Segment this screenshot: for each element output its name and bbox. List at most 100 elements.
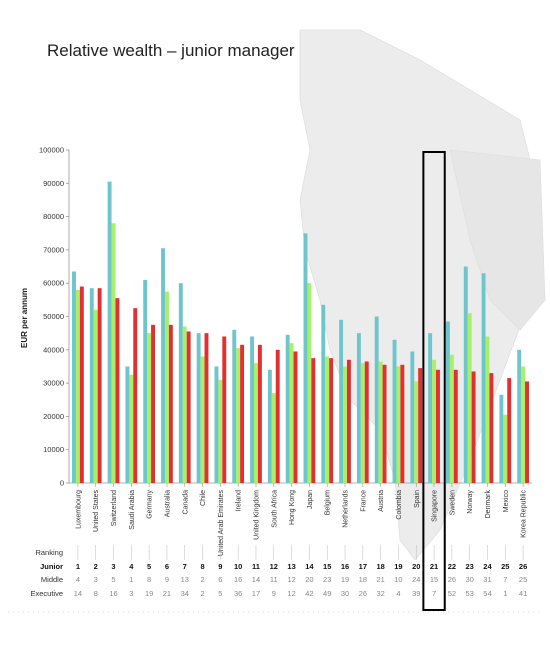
middle-rank-value: 10 bbox=[394, 575, 402, 584]
executive-rank-value: 4 bbox=[396, 589, 400, 598]
junior-rank-value: 7 bbox=[183, 562, 187, 571]
middle-rank-value: 7 bbox=[503, 575, 507, 584]
category-label: Chile bbox=[200, 490, 207, 506]
bar-austria-s2 bbox=[378, 361, 383, 483]
category-labels: Luxembourg United States Switzerland Saudi … bbox=[75, 483, 528, 560]
middle-rank-value: 31 bbox=[483, 575, 491, 584]
bar-canada-s1 bbox=[178, 283, 183, 483]
bar-sweden-s1 bbox=[445, 321, 450, 483]
y-tick-label: 30000 bbox=[43, 379, 64, 388]
bar-spain-s1 bbox=[410, 351, 415, 483]
category-label: South Africa bbox=[271, 490, 278, 528]
executive-rank-value: 7 bbox=[432, 589, 436, 598]
bar-denmark-s2 bbox=[485, 336, 490, 483]
category-label: Belgium bbox=[325, 490, 332, 515]
bar-luxembourg-s3 bbox=[79, 286, 84, 483]
middle-rank-value: 11 bbox=[270, 575, 278, 584]
bar-austria-s3 bbox=[382, 364, 387, 483]
category-label: Canada bbox=[182, 490, 189, 515]
row-label-executive: Executive bbox=[30, 589, 63, 598]
junior-rank-value: 3 bbox=[111, 562, 115, 571]
junior-rank-value: 17 bbox=[359, 562, 367, 571]
bar-austria-s1 bbox=[374, 316, 379, 483]
y-tick-label: 80000 bbox=[43, 212, 64, 221]
middle-rank-value: 12 bbox=[287, 575, 295, 584]
y-tick-label: 40000 bbox=[43, 345, 64, 354]
junior-rank-value: 14 bbox=[305, 562, 314, 571]
middle-rank-value: 6 bbox=[218, 575, 222, 584]
bar-united-arab-emirates-s2 bbox=[218, 379, 223, 483]
category-label: United Kingdom bbox=[253, 490, 260, 540]
bar-mexico-s3 bbox=[507, 378, 512, 483]
executive-rank-value: 42 bbox=[305, 589, 313, 598]
bar-netherlands-s3 bbox=[346, 359, 351, 483]
bar-switzerland-s3 bbox=[115, 298, 120, 483]
bar-canada-s3 bbox=[186, 331, 191, 483]
executive-rank-value: 36 bbox=[234, 589, 242, 598]
bar-hong-kong-s3 bbox=[293, 351, 298, 483]
bar-united-kingdom-s3 bbox=[257, 344, 262, 483]
bar-colombia-s1 bbox=[392, 339, 397, 483]
bar-canada-s2 bbox=[182, 326, 187, 483]
executive-rank-value: 30 bbox=[341, 589, 349, 598]
junior-rank-value: 13 bbox=[287, 562, 295, 571]
executive-rank-value: 17 bbox=[252, 589, 260, 598]
bar-norway-s2 bbox=[467, 313, 472, 483]
bar-colombia-s2 bbox=[396, 366, 401, 483]
bar-united-states-s2 bbox=[93, 309, 98, 483]
middle-rank-value: 16 bbox=[234, 575, 242, 584]
executive-rank-value: 5 bbox=[218, 589, 222, 598]
executive-rank-value: 16 bbox=[109, 589, 117, 598]
y-tick-label: 0 bbox=[60, 479, 64, 488]
bar-singapore-s2 bbox=[432, 359, 437, 483]
middle-rank-value: 13 bbox=[181, 575, 189, 584]
bar-chile-s2 bbox=[200, 356, 205, 483]
category-label: Austria bbox=[378, 490, 385, 512]
bar-chile-s1 bbox=[196, 333, 201, 483]
bar-belgium-s2 bbox=[325, 356, 330, 483]
executive-rank-value: 21 bbox=[163, 589, 171, 598]
y-tick-label: 10000 bbox=[43, 445, 64, 454]
bar-belgium-s3 bbox=[329, 358, 334, 484]
bar-switzerland-s2 bbox=[111, 223, 116, 483]
category-label: Korea Republic bbox=[521, 490, 528, 538]
row-label-middle: Middle bbox=[41, 575, 63, 584]
y-tick-label: 50000 bbox=[43, 312, 64, 321]
bar-australia-s1 bbox=[161, 248, 165, 483]
junior-rank-value: 10 bbox=[234, 562, 242, 571]
bar-singapore-s3 bbox=[436, 369, 440, 483]
y-axis-label: EUR per annum bbox=[20, 288, 29, 348]
middle-rank-value: 30 bbox=[465, 575, 473, 584]
category-label: Switzerland bbox=[111, 490, 118, 526]
bar-spain-s3 bbox=[418, 368, 423, 483]
bar-norway-s3 bbox=[471, 371, 476, 483]
category-label: Japan bbox=[307, 490, 314, 509]
category-label: Netherlands bbox=[343, 490, 350, 528]
middle-rank-value: 8 bbox=[147, 575, 151, 584]
bar-japan-s3 bbox=[311, 358, 316, 484]
executive-rank-value: 12 bbox=[287, 589, 295, 598]
category-label: Sweden bbox=[449, 490, 456, 515]
junior-rank-value: 2 bbox=[94, 562, 98, 571]
y-tick-label: 20000 bbox=[43, 412, 64, 421]
category-label: Germany bbox=[147, 490, 154, 519]
bar-mexico-s1 bbox=[499, 394, 504, 483]
executive-rank-value: 14 bbox=[74, 589, 82, 598]
executive-rank-value: 34 bbox=[181, 589, 189, 598]
middle-rank-value: 19 bbox=[341, 575, 349, 584]
bar-luxembourg-s1 bbox=[72, 271, 76, 483]
row-label-ranking: Ranking bbox=[35, 548, 63, 557]
executive-rank-value: 52 bbox=[448, 589, 456, 598]
highlight-box bbox=[422, 151, 446, 611]
bar-chile-s3 bbox=[204, 333, 209, 483]
category-label: France bbox=[360, 490, 367, 512]
junior-rank-value: 21 bbox=[430, 562, 438, 571]
junior-rank-value: 22 bbox=[448, 562, 456, 571]
bar-hong-kong-s2 bbox=[289, 343, 294, 483]
bar-united-arab-emirates-s1 bbox=[214, 366, 219, 483]
middle-rank-value: 4 bbox=[76, 575, 80, 584]
middle-rank-value: 5 bbox=[111, 575, 115, 584]
bar-saudi-arabia-s2 bbox=[129, 374, 134, 483]
category-label: Spain bbox=[414, 490, 421, 508]
